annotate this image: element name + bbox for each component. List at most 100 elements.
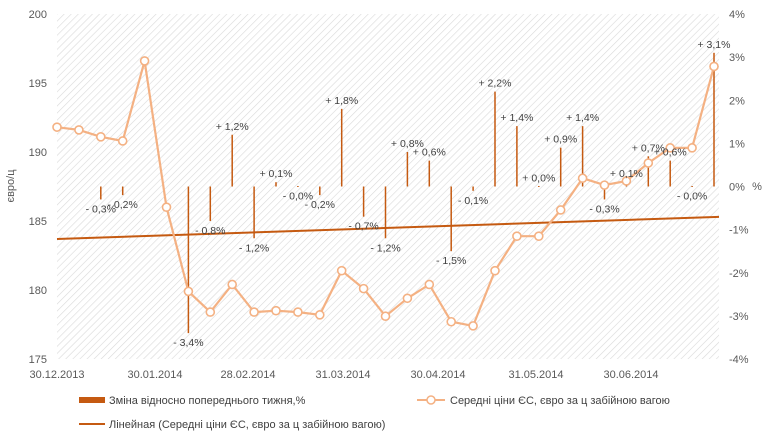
bar-data-label: + 0,6% — [413, 147, 446, 159]
bar-data-label: - 0,1% — [458, 195, 488, 207]
y-left-axis-title: євро/ц — [5, 169, 17, 203]
legend-label-trend: Лінейная (Середні ціни ЄС, євро за ц заб… — [109, 419, 385, 431]
bar-data-label: + 1,2% — [216, 121, 249, 133]
bar — [406, 152, 409, 187]
price-point — [336, 265, 347, 276]
price-point — [380, 311, 391, 322]
bar-data-label: + 0,7% — [632, 142, 665, 154]
y-right-tick-label: -1% — [729, 225, 749, 237]
price-point — [599, 180, 610, 190]
bar — [340, 108, 343, 187]
bar — [297, 186, 299, 187]
y-left-tick-label: 175 — [29, 354, 47, 366]
y-left-tick-label: 195 — [29, 78, 47, 90]
price-point — [621, 176, 632, 186]
price-point — [139, 56, 150, 66]
bar-data-label: - 3,4% — [173, 337, 203, 349]
bar-data-label: + 3,1% — [698, 39, 731, 51]
price-point — [577, 173, 588, 184]
bar — [647, 156, 650, 187]
bar-data-label: + 0,8% — [391, 138, 424, 150]
price-point — [183, 286, 194, 297]
price-point — [512, 231, 522, 241]
x-tick-label: 30.12.2013 — [29, 369, 84, 381]
bar-data-label: - 0,2% — [108, 199, 138, 211]
bar-data-label: - 0,3% — [86, 203, 116, 215]
bar — [187, 186, 190, 334]
bar-data-label: - 0,3% — [589, 203, 619, 215]
bar-data-label: + 0,0% — [522, 173, 555, 185]
price-point — [205, 307, 216, 317]
legend-marker-line — [426, 395, 436, 405]
legend: Зміна відносно попереднього тижня,% Сере… — [79, 395, 670, 431]
bar — [691, 186, 693, 187]
bar-data-label: - 1,2% — [239, 242, 269, 254]
x-tick-label: 28.02.2014 — [220, 369, 275, 381]
bar — [472, 186, 474, 191]
y-right-tick-label: -2% — [729, 268, 749, 280]
price-point — [96, 132, 106, 142]
bar — [362, 186, 365, 217]
bar — [538, 186, 540, 187]
bar — [669, 160, 671, 187]
bar — [516, 126, 518, 187]
x-tick-label: 30.06.2014 — [603, 369, 658, 381]
bar-data-label: - 0,8% — [195, 225, 225, 237]
bar — [559, 147, 562, 187]
price-point — [533, 231, 544, 241]
price-point — [709, 61, 719, 72]
legend-label-line: Середні ціни ЄС, євро за ц забійною ваго… — [450, 395, 670, 407]
price-point — [117, 136, 128, 146]
bar — [275, 182, 277, 187]
bar — [603, 186, 606, 200]
legend-label-bar: Зміна відносно попереднього тижня,% — [109, 395, 306, 407]
bar — [494, 91, 496, 187]
bar — [121, 186, 124, 196]
bar-data-label: + 1,8% — [325, 95, 358, 107]
price-point — [227, 279, 237, 290]
bar-data-label: + 0,9% — [544, 134, 577, 146]
bar — [384, 186, 387, 239]
bar-data-label: + 2,2% — [479, 78, 512, 90]
y-right-tick-label: -4% — [729, 354, 749, 366]
legend-swatch-bar — [79, 397, 105, 403]
bar — [100, 186, 102, 200]
bar-data-label: - 1,2% — [370, 242, 400, 254]
price-point — [687, 143, 697, 153]
x-tick-label: 30.04.2014 — [410, 369, 465, 381]
y-right-tick-label: 1% — [729, 138, 745, 150]
bar-data-label: - 0,0% — [283, 191, 313, 203]
y-right-tick-label: 0% — [729, 182, 745, 194]
bar-data-label: - 0,0% — [677, 191, 707, 203]
x-tick-label: 30.01.2014 — [127, 369, 182, 381]
price-point — [468, 321, 478, 331]
price-point — [314, 310, 325, 320]
bar — [253, 186, 255, 239]
bar-data-label: + 0,1% — [610, 168, 643, 180]
price-point — [358, 283, 369, 294]
bar-data-label: + 0,6% — [654, 147, 687, 159]
price-point — [271, 305, 281, 316]
bar — [713, 52, 715, 187]
bar — [231, 134, 233, 187]
price-point — [665, 143, 676, 153]
y-left-tick-label: 185 — [29, 216, 47, 228]
bar-data-label: + 1,4% — [566, 112, 599, 124]
price-point — [249, 307, 259, 317]
price-point — [424, 279, 435, 290]
x-tick-label: 31.03.2014 — [315, 369, 370, 381]
y-left-tick-label: 190 — [29, 147, 47, 159]
bar-data-label: + 0,1% — [260, 168, 293, 180]
y-right-tick-label: 4% — [729, 9, 745, 21]
trendline — [56, 215, 720, 240]
y-right-tick-label: -3% — [729, 311, 749, 323]
price-point — [293, 307, 303, 317]
y-right-tick-label: 3% — [729, 52, 745, 64]
y-right-tick-label: 2% — [729, 95, 745, 107]
bar — [319, 186, 321, 196]
y-left-tick-label: 180 — [29, 285, 47, 297]
price-point — [446, 316, 457, 327]
bar-data-label: - 1,5% — [436, 255, 466, 267]
y-left-tick-label: 200 — [29, 9, 47, 21]
